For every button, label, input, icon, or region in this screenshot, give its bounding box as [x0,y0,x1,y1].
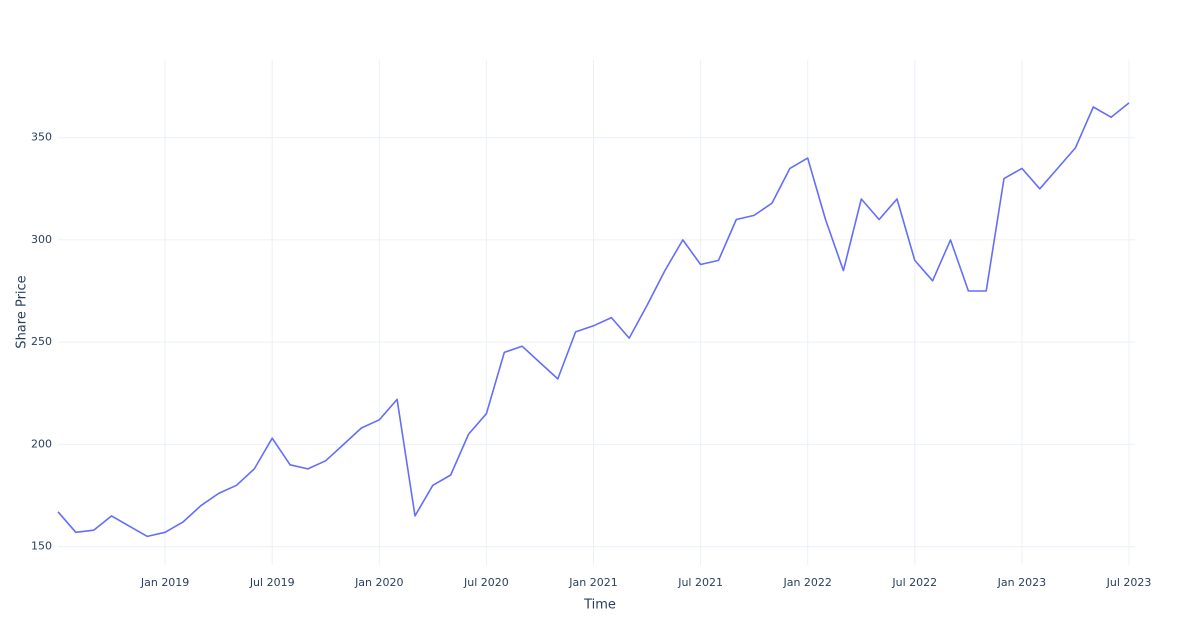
x-axis-title: Time [583,598,616,613]
y-tick-label: 350 [31,131,52,144]
x-tick-label: Jan 2021 [568,576,617,589]
x-tick-label: Jul 2023 [1106,576,1152,589]
price-line [57,102,1130,538]
grid [58,60,1135,565]
x-tick-label: Jul 2021 [677,576,723,589]
x-tick-label: Jul 2022 [891,576,937,589]
y-tick-label: 150 [31,540,52,553]
x-tick-label: Jul 2020 [463,576,509,589]
y-tick-label: 200 [31,437,52,450]
y-tick-label: 300 [31,233,52,246]
x-tick-label: Jan 2019 [140,576,189,589]
y-tick-label: 250 [31,335,52,348]
x-tick-label: Jul 2019 [249,576,295,589]
y-axis-title: Share Price [15,275,30,348]
x-tick-label: Jan 2020 [354,576,403,589]
x-tick-label: Jan 2022 [782,576,831,589]
x-tick-label: Jan 2023 [997,576,1046,589]
